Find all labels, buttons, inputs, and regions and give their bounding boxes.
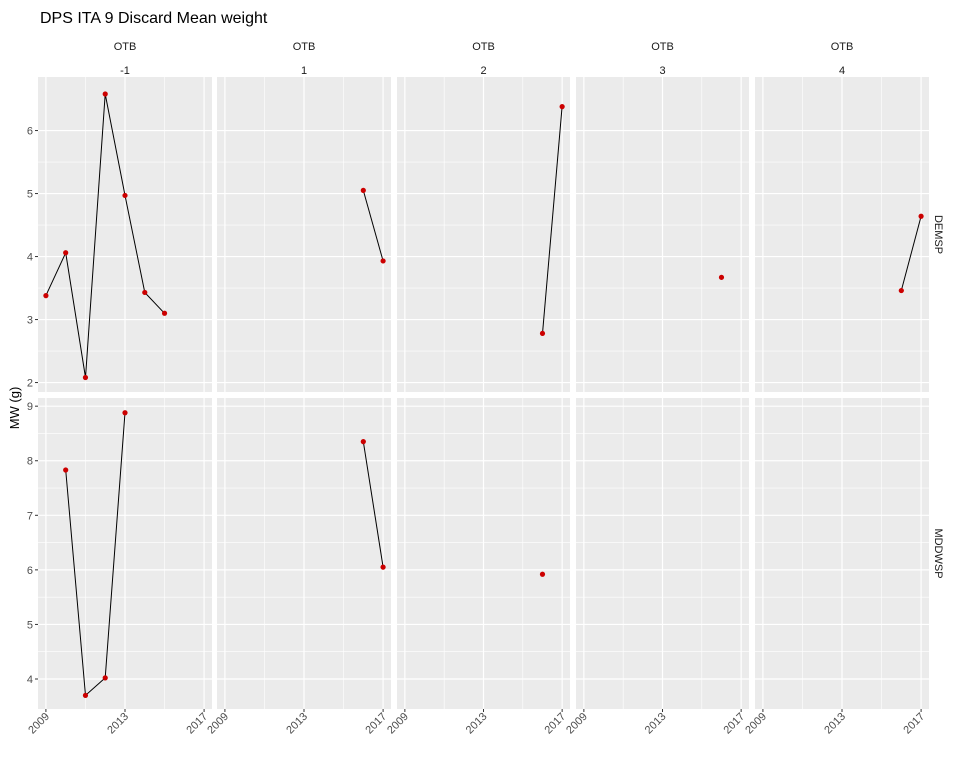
x-tick-label: 2009	[564, 711, 590, 737]
facet-panel	[755, 398, 929, 709]
row-strip-label: DEMSP	[932, 215, 944, 254]
facet-strip-label: OTB	[651, 41, 674, 53]
y-tick-label: 3	[27, 315, 33, 327]
data-point	[122, 410, 128, 416]
x-tick-label: 2013	[284, 711, 310, 737]
series-group	[539, 571, 546, 577]
x-tick-label: 2017	[184, 711, 210, 737]
data-point	[43, 293, 49, 299]
row-strip-label: MDDWSP	[932, 528, 944, 578]
facet-panels	[38, 77, 929, 709]
data-point	[718, 274, 725, 280]
facet-panel	[397, 77, 570, 392]
x-tick-label: 2009	[743, 711, 769, 737]
series-line	[362, 441, 384, 568]
facet-strip-label: OTB	[114, 41, 137, 53]
y-tick-label: 5	[27, 189, 33, 201]
series-line	[900, 216, 922, 291]
x-tick-label: 2017	[901, 711, 927, 737]
x-tick-label: 2017	[542, 711, 568, 737]
data-point	[102, 91, 108, 97]
x-tick-label: 2013	[643, 711, 669, 737]
x-tick-label: 2017	[721, 711, 747, 737]
data-point	[63, 467, 69, 473]
series-line	[362, 190, 384, 262]
row-strips: DEMSP MDDWSP	[932, 215, 944, 579]
series-group	[898, 213, 924, 294]
y-tick-label: 5	[27, 619, 33, 631]
data-point	[142, 289, 148, 296]
x-tick-label: 2013	[105, 711, 131, 737]
series-line	[542, 106, 563, 334]
facet-strip-label: 1	[301, 65, 307, 77]
x-tick-label: 2013	[822, 711, 848, 737]
series-group	[63, 410, 128, 698]
data-point	[63, 250, 69, 256]
series-group	[539, 104, 565, 337]
facet-strip-label: 4	[839, 65, 845, 77]
facet-strip-label: -1	[120, 65, 130, 77]
facet-panel	[217, 77, 391, 392]
facet-strips: OTB -1 OTB 1 OTB 2 OTB 3 OTB 4	[114, 41, 854, 77]
x-tick-label: 2013	[464, 711, 490, 737]
series-group	[360, 439, 386, 570]
y-tick-label: 6	[27, 565, 33, 577]
x-tick-label: 2009	[385, 711, 411, 737]
y-tick-label: 9	[27, 401, 33, 413]
data-point	[380, 564, 386, 570]
facet-panel	[38, 398, 212, 709]
data-point	[539, 571, 546, 577]
data-point	[161, 310, 168, 316]
x-tick-label: 2009	[26, 711, 52, 737]
series-group	[43, 91, 168, 381]
y-tick-label: 8	[27, 456, 33, 468]
y-tick-label: 4	[27, 252, 33, 264]
facet-strip-label: OTB	[831, 41, 854, 53]
series-line	[65, 412, 126, 697]
y-tick-label: 2	[27, 378, 33, 390]
data-point	[539, 330, 546, 337]
facet-strip-label: OTB	[472, 41, 495, 53]
facet-panel	[38, 77, 212, 392]
x-tick-label: 2009	[205, 711, 231, 737]
x-tick-label: 2017	[363, 711, 389, 737]
data-point	[82, 374, 89, 381]
y-axis-title: MW (g)	[7, 387, 22, 430]
data-point	[918, 213, 924, 219]
data-point	[380, 258, 386, 264]
facet-panel	[217, 398, 391, 709]
facet-panel	[576, 77, 749, 392]
facet-strip-label: 3	[659, 65, 665, 77]
data-point	[360, 187, 366, 193]
chart-title: DPS ITA 9 Discard Mean weight	[40, 10, 268, 27]
data-point	[898, 287, 904, 294]
data-point	[102, 675, 108, 681]
facet-panel	[755, 77, 929, 392]
series-group	[360, 187, 386, 264]
facet-strip-label: 2	[480, 65, 486, 77]
y-tick-label: 6	[27, 126, 33, 138]
y-tick-label: 4	[27, 674, 33, 686]
data-point	[559, 104, 565, 110]
data-point	[82, 692, 89, 698]
facet-strip-label: OTB	[293, 41, 316, 53]
data-point	[360, 439, 366, 445]
series-group	[718, 274, 725, 280]
facet-panel	[576, 398, 749, 709]
data-point	[122, 192, 128, 199]
facet-panel	[397, 398, 570, 709]
y-axes: 2 3 4 5 6 4 5 6 7 8 9	[27, 126, 38, 686]
y-tick-label: 7	[27, 510, 33, 522]
